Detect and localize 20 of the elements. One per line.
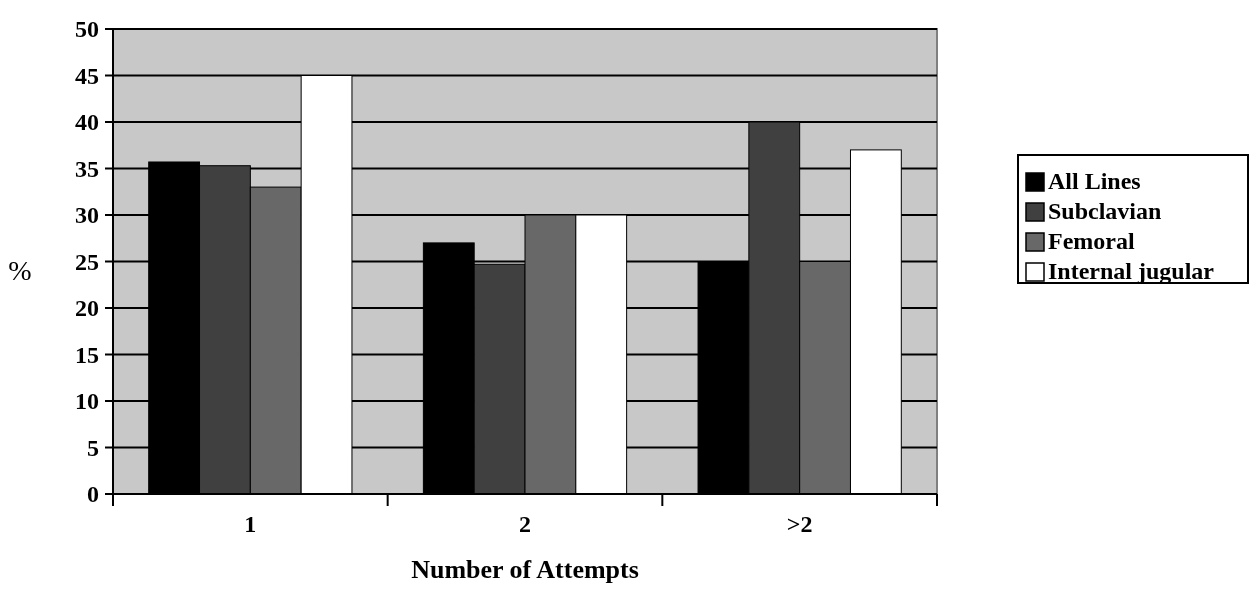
y-tick-label: 5 — [87, 434, 99, 461]
y-axis-title: % — [8, 255, 32, 286]
y-tick-label: 25 — [75, 248, 99, 275]
y-tick-label: 30 — [75, 202, 99, 229]
y-tick-label: 35 — [75, 155, 99, 182]
y-tick-label: 40 — [75, 109, 99, 136]
y-tick-label: 20 — [75, 295, 99, 322]
y-tick-label: 45 — [75, 62, 99, 89]
y-tick-label: 15 — [75, 341, 99, 368]
x-axis-title: Number of Attempts — [411, 555, 639, 584]
y-tick-label: 50 — [75, 16, 99, 43]
legend-label: Subclavian — [1048, 198, 1162, 224]
y-tick-label: 10 — [75, 388, 99, 415]
y-tick-label: 0 — [87, 481, 99, 508]
legend-label: Internal jugular — [1048, 258, 1215, 284]
x-tick-label: 2 — [519, 511, 531, 537]
x-tick-label: 1 — [244, 511, 257, 537]
legend-label: All Lines — [1048, 168, 1141, 194]
x-tick-label: >2 — [786, 511, 813, 537]
legend-label: Femoral — [1048, 228, 1135, 254]
